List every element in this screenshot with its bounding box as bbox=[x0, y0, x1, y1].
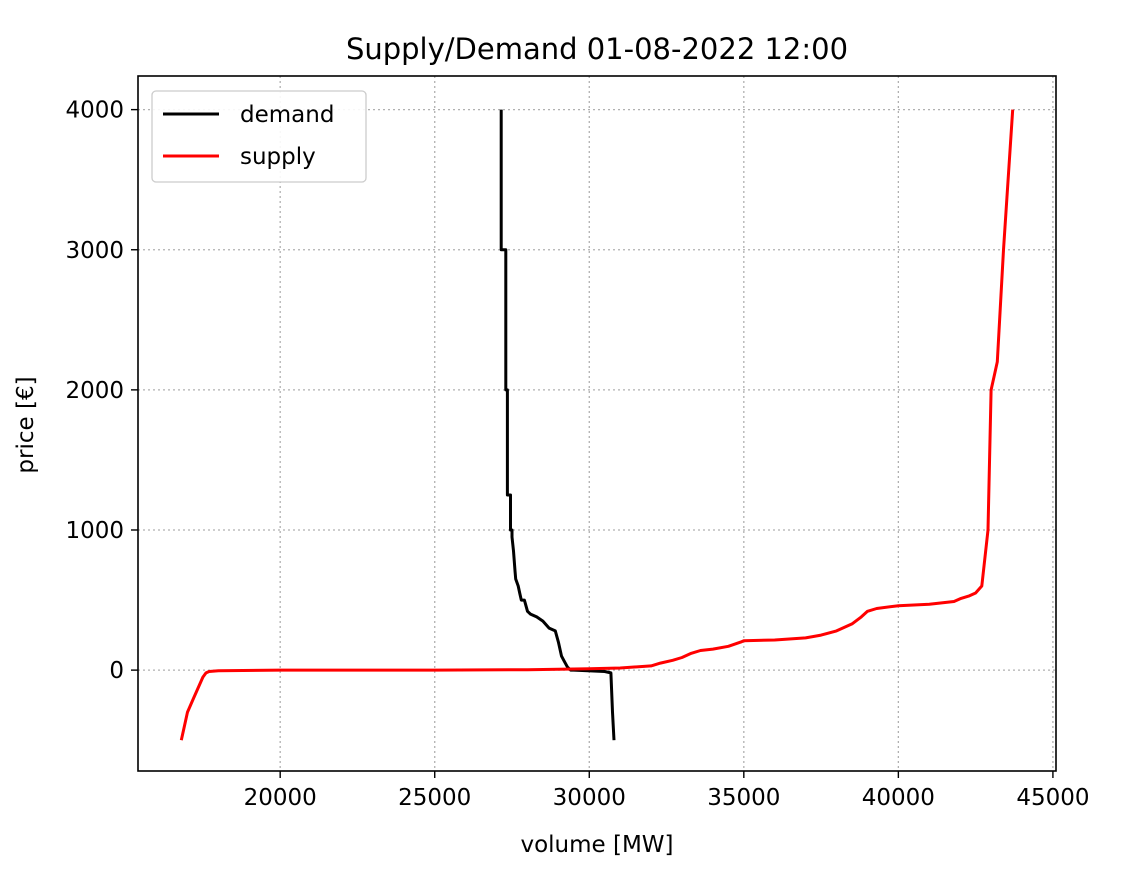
axes-frame bbox=[137, 75, 1057, 772]
legend: demand supply bbox=[151, 90, 367, 183]
y-tick-label: 0 bbox=[109, 658, 124, 684]
x-tick-label: 20000 bbox=[244, 785, 317, 811]
y-axis-label: price [€] bbox=[13, 376, 39, 473]
y-tick-label: 4000 bbox=[65, 98, 124, 124]
grid-lines bbox=[138, 76, 1056, 771]
y-tick-label: 2000 bbox=[65, 378, 124, 404]
chart-title: Supply/Demand 01-08-2022 12:00 bbox=[346, 32, 848, 66]
supply-line bbox=[179, 109, 1015, 741]
y-tick-label: 3000 bbox=[65, 238, 124, 264]
legend-supply-label: supply bbox=[240, 144, 316, 170]
legend-demand-label: demand bbox=[240, 102, 334, 128]
series-lines bbox=[179, 109, 1015, 741]
x-tick-label: 25000 bbox=[398, 785, 471, 811]
x-tick-label: 30000 bbox=[553, 785, 626, 811]
y-tick-label: 1000 bbox=[65, 518, 124, 544]
x-tick-label: 45000 bbox=[1016, 785, 1089, 811]
axis-ticks: 20000 25000 30000 35000 40000 45000 0 1000 2000 3… bbox=[65, 98, 1089, 811]
x-tick-label: 35000 bbox=[707, 785, 780, 811]
x-axis-label: volume [MW] bbox=[520, 832, 673, 858]
x-tick-label: 40000 bbox=[862, 785, 935, 811]
